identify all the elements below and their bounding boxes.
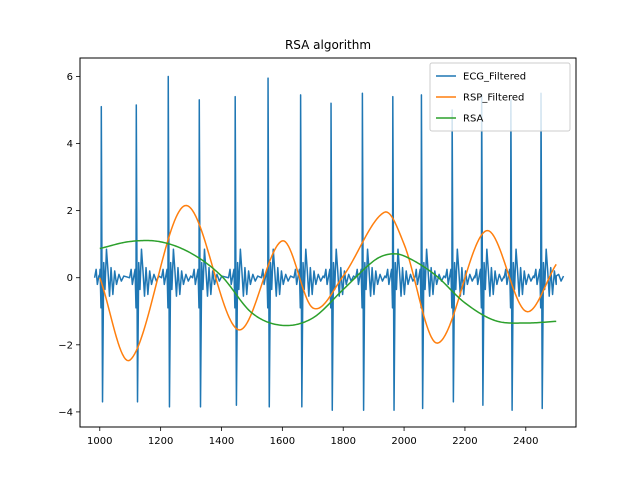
legend-entry: RSP_Filtered (463, 93, 524, 104)
legend-box (429, 62, 571, 132)
chart-title: RSA algorithm (285, 38, 371, 52)
series-line-rsp-filtered (99, 204, 557, 362)
x-tick-label: 2400 (513, 436, 538, 447)
y-tick-label: −4 (58, 407, 73, 418)
series-line-ecg-filtered (93, 75, 565, 411)
x-tick-label: 2200 (452, 436, 477, 447)
plot-frame (79, 57, 577, 428)
x-axis: 1000 1200 1400 1600 1800 2000 2200 2400 (87, 427, 539, 447)
x-tick-label: 1000 (87, 436, 112, 447)
x-tick-label: 1600 (270, 436, 295, 447)
y-tick-label: 6 (67, 72, 73, 83)
y-axis: −4 −2 0 2 4 6 (58, 72, 80, 418)
x-tick-label: 1400 (209, 436, 234, 447)
series-line-rsa (99, 239, 557, 327)
legend: ECG_Filtered RSP_Filtered RSA (429, 62, 571, 132)
y-tick-label: 4 (67, 139, 73, 150)
y-tick-label: 2 (67, 206, 73, 217)
x-tick-label: 1200 (148, 436, 173, 447)
x-tick-label: 1800 (330, 436, 355, 447)
y-tick-label: −2 (58, 340, 73, 351)
legend-entry: ECG_Filtered (463, 72, 526, 83)
legend-entry: RSA (463, 114, 483, 125)
x-tick-label: 2000 (391, 436, 416, 447)
y-tick-label: 0 (67, 273, 73, 284)
